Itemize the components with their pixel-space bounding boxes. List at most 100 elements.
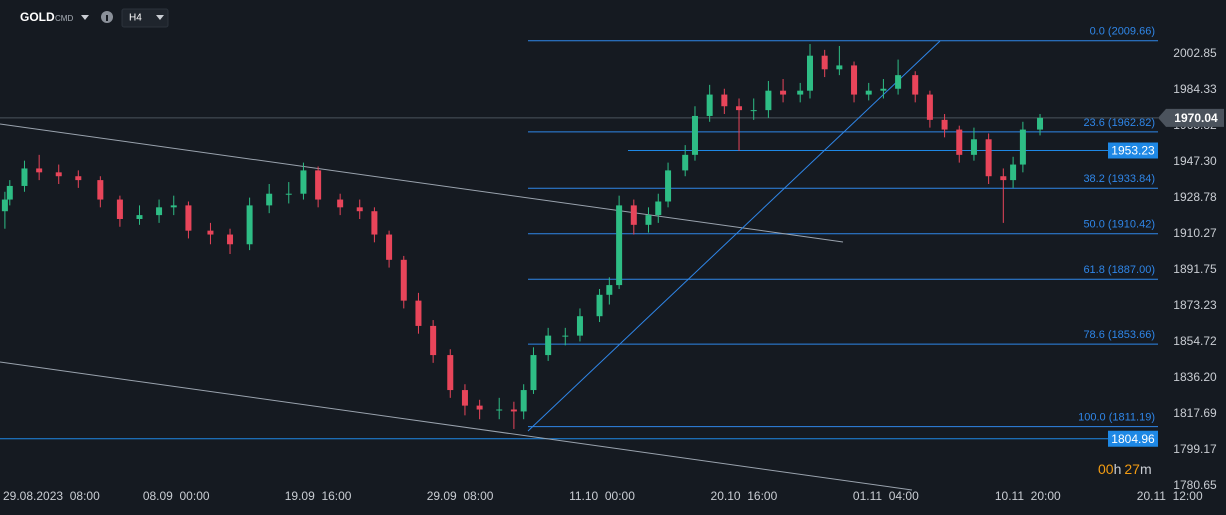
candle-body	[895, 75, 902, 89]
candle-body	[1037, 117, 1044, 130]
candle-body	[116, 199, 123, 219]
candle-body	[300, 170, 307, 194]
symbol-dropdown[interactable]	[81, 15, 89, 20]
timer-hours: 00	[1098, 461, 1114, 477]
candle-body	[496, 409, 503, 411]
candle-body	[246, 205, 253, 245]
candle-body	[985, 139, 992, 177]
candle-body	[530, 355, 537, 391]
candle	[156, 199, 163, 223]
price-line-tag	[1108, 430, 1158, 447]
candle	[75, 170, 82, 188]
drawings	[0, 40, 941, 491]
candle	[97, 176, 104, 208]
candle-body	[956, 129, 963, 155]
candle-body	[655, 201, 662, 216]
candle-body	[645, 215, 652, 225]
candle	[520, 384, 527, 420]
candle	[780, 79, 787, 103]
candle	[806, 44, 813, 99]
candle	[116, 195, 123, 227]
candle	[170, 195, 177, 216]
candle	[496, 397, 503, 420]
candle-body	[97, 180, 104, 200]
candle-timer: 00h 27m	[1098, 461, 1152, 477]
candle-body	[1000, 176, 1007, 181]
timeframe[interactable]: H4	[129, 13, 142, 24]
candle	[765, 80, 772, 118]
candle	[300, 162, 307, 200]
candle-body	[170, 205, 177, 208]
candle	[606, 277, 613, 305]
header[interactable]: GOLD CMD H4	[20, 8, 169, 28]
candle-body	[227, 234, 234, 245]
candle	[691, 106, 698, 161]
candle	[285, 182, 292, 204]
candle-body	[520, 390, 527, 412]
y-tick-label: 1947.30	[1173, 154, 1217, 168]
candle	[880, 79, 887, 99]
candle-body	[576, 316, 583, 336]
candle	[530, 347, 537, 394]
candle	[682, 145, 689, 177]
candle	[21, 160, 28, 192]
candle	[736, 98, 743, 151]
y-tick-label: 1910.27	[1173, 226, 1217, 240]
candle-body	[821, 55, 828, 70]
candle	[430, 320, 437, 363]
fib-level-label: 78.6 (1853.66)	[1083, 329, 1155, 341]
candle	[655, 193, 662, 223]
candle-body	[780, 90, 787, 95]
timeframe-dropdown[interactable]	[156, 15, 164, 20]
candle-body	[682, 154, 689, 171]
candle-body	[185, 205, 192, 231]
channel-upper	[0, 123, 844, 243]
candle-body	[461, 390, 468, 406]
candle-body	[6, 185, 13, 200]
candle	[1019, 121, 1026, 173]
candle-body	[880, 88, 887, 91]
candle	[912, 71, 919, 103]
candle	[337, 193, 344, 216]
candle-body	[430, 325, 437, 356]
candle	[941, 114, 948, 138]
candle-body	[706, 94, 713, 116]
timeframe-box[interactable]	[121, 8, 169, 28]
candle	[315, 166, 322, 208]
candle-body	[156, 207, 163, 216]
candle-body	[356, 207, 363, 212]
candle	[750, 98, 757, 120]
candle-body	[36, 168, 43, 173]
candle-body	[1019, 129, 1026, 165]
x-tick-label: 20.10 16:00	[711, 489, 778, 503]
candle	[797, 82, 804, 103]
candle-body	[721, 94, 728, 107]
candle	[400, 255, 407, 309]
candle	[985, 133, 992, 184]
x-tick-label: 19.09 16:00	[285, 489, 352, 503]
candle	[562, 327, 569, 346]
candle-body	[136, 215, 143, 219]
y-tick-label: 1780.65	[1173, 478, 1217, 492]
candle	[386, 230, 393, 268]
candle-body	[941, 119, 948, 130]
y-tick-label: 1891.75	[1173, 262, 1217, 276]
fib-level-label: 0.0 (2009.66)	[1090, 26, 1155, 38]
candle-body	[736, 106, 743, 111]
candle	[836, 45, 843, 76]
y-tick-label: 1984.33	[1173, 82, 1217, 96]
candle	[721, 88, 728, 115]
candle-body	[765, 90, 772, 111]
candle	[476, 399, 483, 420]
symbol[interactable]: GOLD	[20, 10, 55, 24]
timer-m: m	[1140, 461, 1152, 477]
y-tick-label: 2002.85	[1173, 46, 1217, 60]
candle-body	[606, 285, 613, 295]
candle-body	[315, 170, 322, 200]
candle	[1, 191, 8, 229]
candle	[207, 222, 214, 245]
symbol-suffix: CMD	[55, 14, 73, 23]
candle-body	[285, 193, 292, 195]
candle	[447, 349, 454, 398]
